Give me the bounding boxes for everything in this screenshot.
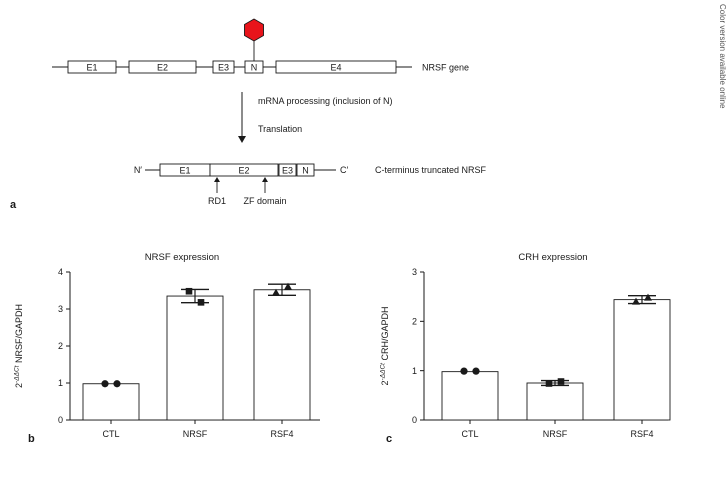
gene-exon-e1-label: E1 — [86, 63, 97, 73]
y-tick-label: 2 — [412, 317, 417, 327]
y-axis-label-base: 2 — [380, 380, 390, 385]
y-tick-label: 0 — [58, 415, 63, 425]
y-tick-label: 4 — [58, 267, 63, 277]
protein-label: C-terminus truncated NRSF — [375, 165, 487, 175]
gene-exon-n-label: N — [251, 63, 258, 73]
gene-exon-e3 — [212, 60, 235, 74]
panel-label: c — [386, 433, 392, 445]
protein-exon-e2 — [209, 163, 279, 177]
x-tick-label: NRSF — [543, 429, 568, 439]
x-tick-label: RSF4 — [630, 429, 653, 439]
bar-ctl — [82, 383, 140, 421]
protein-exon-e3-label: E3 — [282, 166, 293, 176]
arrow-down-icon — [238, 136, 246, 143]
processing-arrow — [238, 92, 246, 143]
data-point-triangle — [632, 297, 640, 305]
color-version-note: Color version available online — [718, 4, 726, 109]
y-axis-label-exponent: -ΔΔCt — [14, 364, 21, 383]
x-tick-label: CTL — [102, 429, 119, 439]
gene-exon-e2-label: E2 — [157, 63, 168, 73]
y-axis-label-base: 2 — [14, 383, 24, 388]
gene-exon-e1 — [67, 60, 117, 74]
y-tick-label: 1 — [412, 366, 417, 376]
protein-diagram: N′ E1 E2 E3 N C′ C-terminus truncated NR… — [134, 163, 487, 206]
gene-exon-e4-label: E4 — [330, 63, 341, 73]
data-point-square — [185, 287, 193, 295]
x-tick-label: NRSF — [183, 429, 208, 439]
y-tick-label: 3 — [58, 304, 63, 314]
gene-diagram: E1 E2 E3 N E4 NRSF gene — [52, 18, 469, 74]
arrow-up-icon — [262, 177, 268, 182]
y-tick-label: 2 — [58, 341, 63, 351]
y-tick-label: 0 — [412, 415, 417, 425]
protein-exon-e1-label: E1 — [179, 166, 190, 176]
y-tick-label: 3 — [412, 267, 417, 277]
annotation-rd1: RD1 — [208, 196, 226, 206]
data-point-triangle — [644, 293, 652, 301]
chart-title: CRH expression — [518, 252, 587, 263]
panel-label: b — [28, 433, 35, 445]
bar-ctl — [441, 371, 499, 421]
protein-c-terminus: C′ — [340, 165, 348, 175]
data-point-square — [557, 378, 565, 385]
data-point-square — [545, 380, 553, 387]
y-axis-label-text: CRH/GAPDH — [380, 307, 390, 364]
data-point-circle — [460, 367, 468, 375]
annotation-zf-domain: ZF domain — [243, 196, 286, 206]
hexagon-marker-icon — [244, 18, 264, 42]
gene-exon-e2 — [128, 60, 197, 74]
data-point-circle — [472, 367, 480, 375]
gene-exon-e3-label: E3 — [218, 63, 229, 73]
arrow-up-icon — [214, 177, 220, 182]
data-point-triangle — [284, 282, 292, 290]
protein-exon-e2-label: E2 — [238, 166, 249, 176]
protein-exon-e3 — [278, 163, 297, 177]
bar-rsf4 — [253, 289, 311, 421]
panel-label-a: a — [10, 199, 17, 211]
data-point-square — [197, 299, 205, 306]
gene-exon-e4 — [275, 60, 397, 74]
bar-nrsf — [526, 382, 584, 421]
y-tick-label: 1 — [58, 378, 63, 388]
protein-exon-n-label: N — [302, 166, 309, 176]
y-axis-label: 2-ΔΔCt NRSF/GAPDH — [14, 304, 25, 388]
y-axis-label-text: NRSF/GAPDH — [14, 304, 24, 366]
data-point-circle — [113, 380, 121, 388]
protein-n-terminus: N′ — [134, 165, 142, 175]
bar-nrsf — [166, 295, 224, 421]
data-point-triangle — [272, 288, 280, 296]
data-point-circle — [101, 380, 109, 388]
y-axis-label-exponent: -ΔΔCt — [380, 362, 387, 381]
x-tick-label: RSF4 — [270, 429, 293, 439]
bar-rsf4 — [613, 299, 671, 421]
gene-label: NRSF gene — [422, 63, 469, 73]
step-translation: Translation — [258, 124, 302, 134]
step-processing: mRNA processing (inclusion of N) — [258, 96, 393, 106]
x-tick-label: CTL — [461, 429, 478, 439]
chart-title: NRSF expression — [145, 252, 219, 263]
y-axis-label: 2-ΔΔCt CRH/GAPDH — [380, 307, 391, 386]
